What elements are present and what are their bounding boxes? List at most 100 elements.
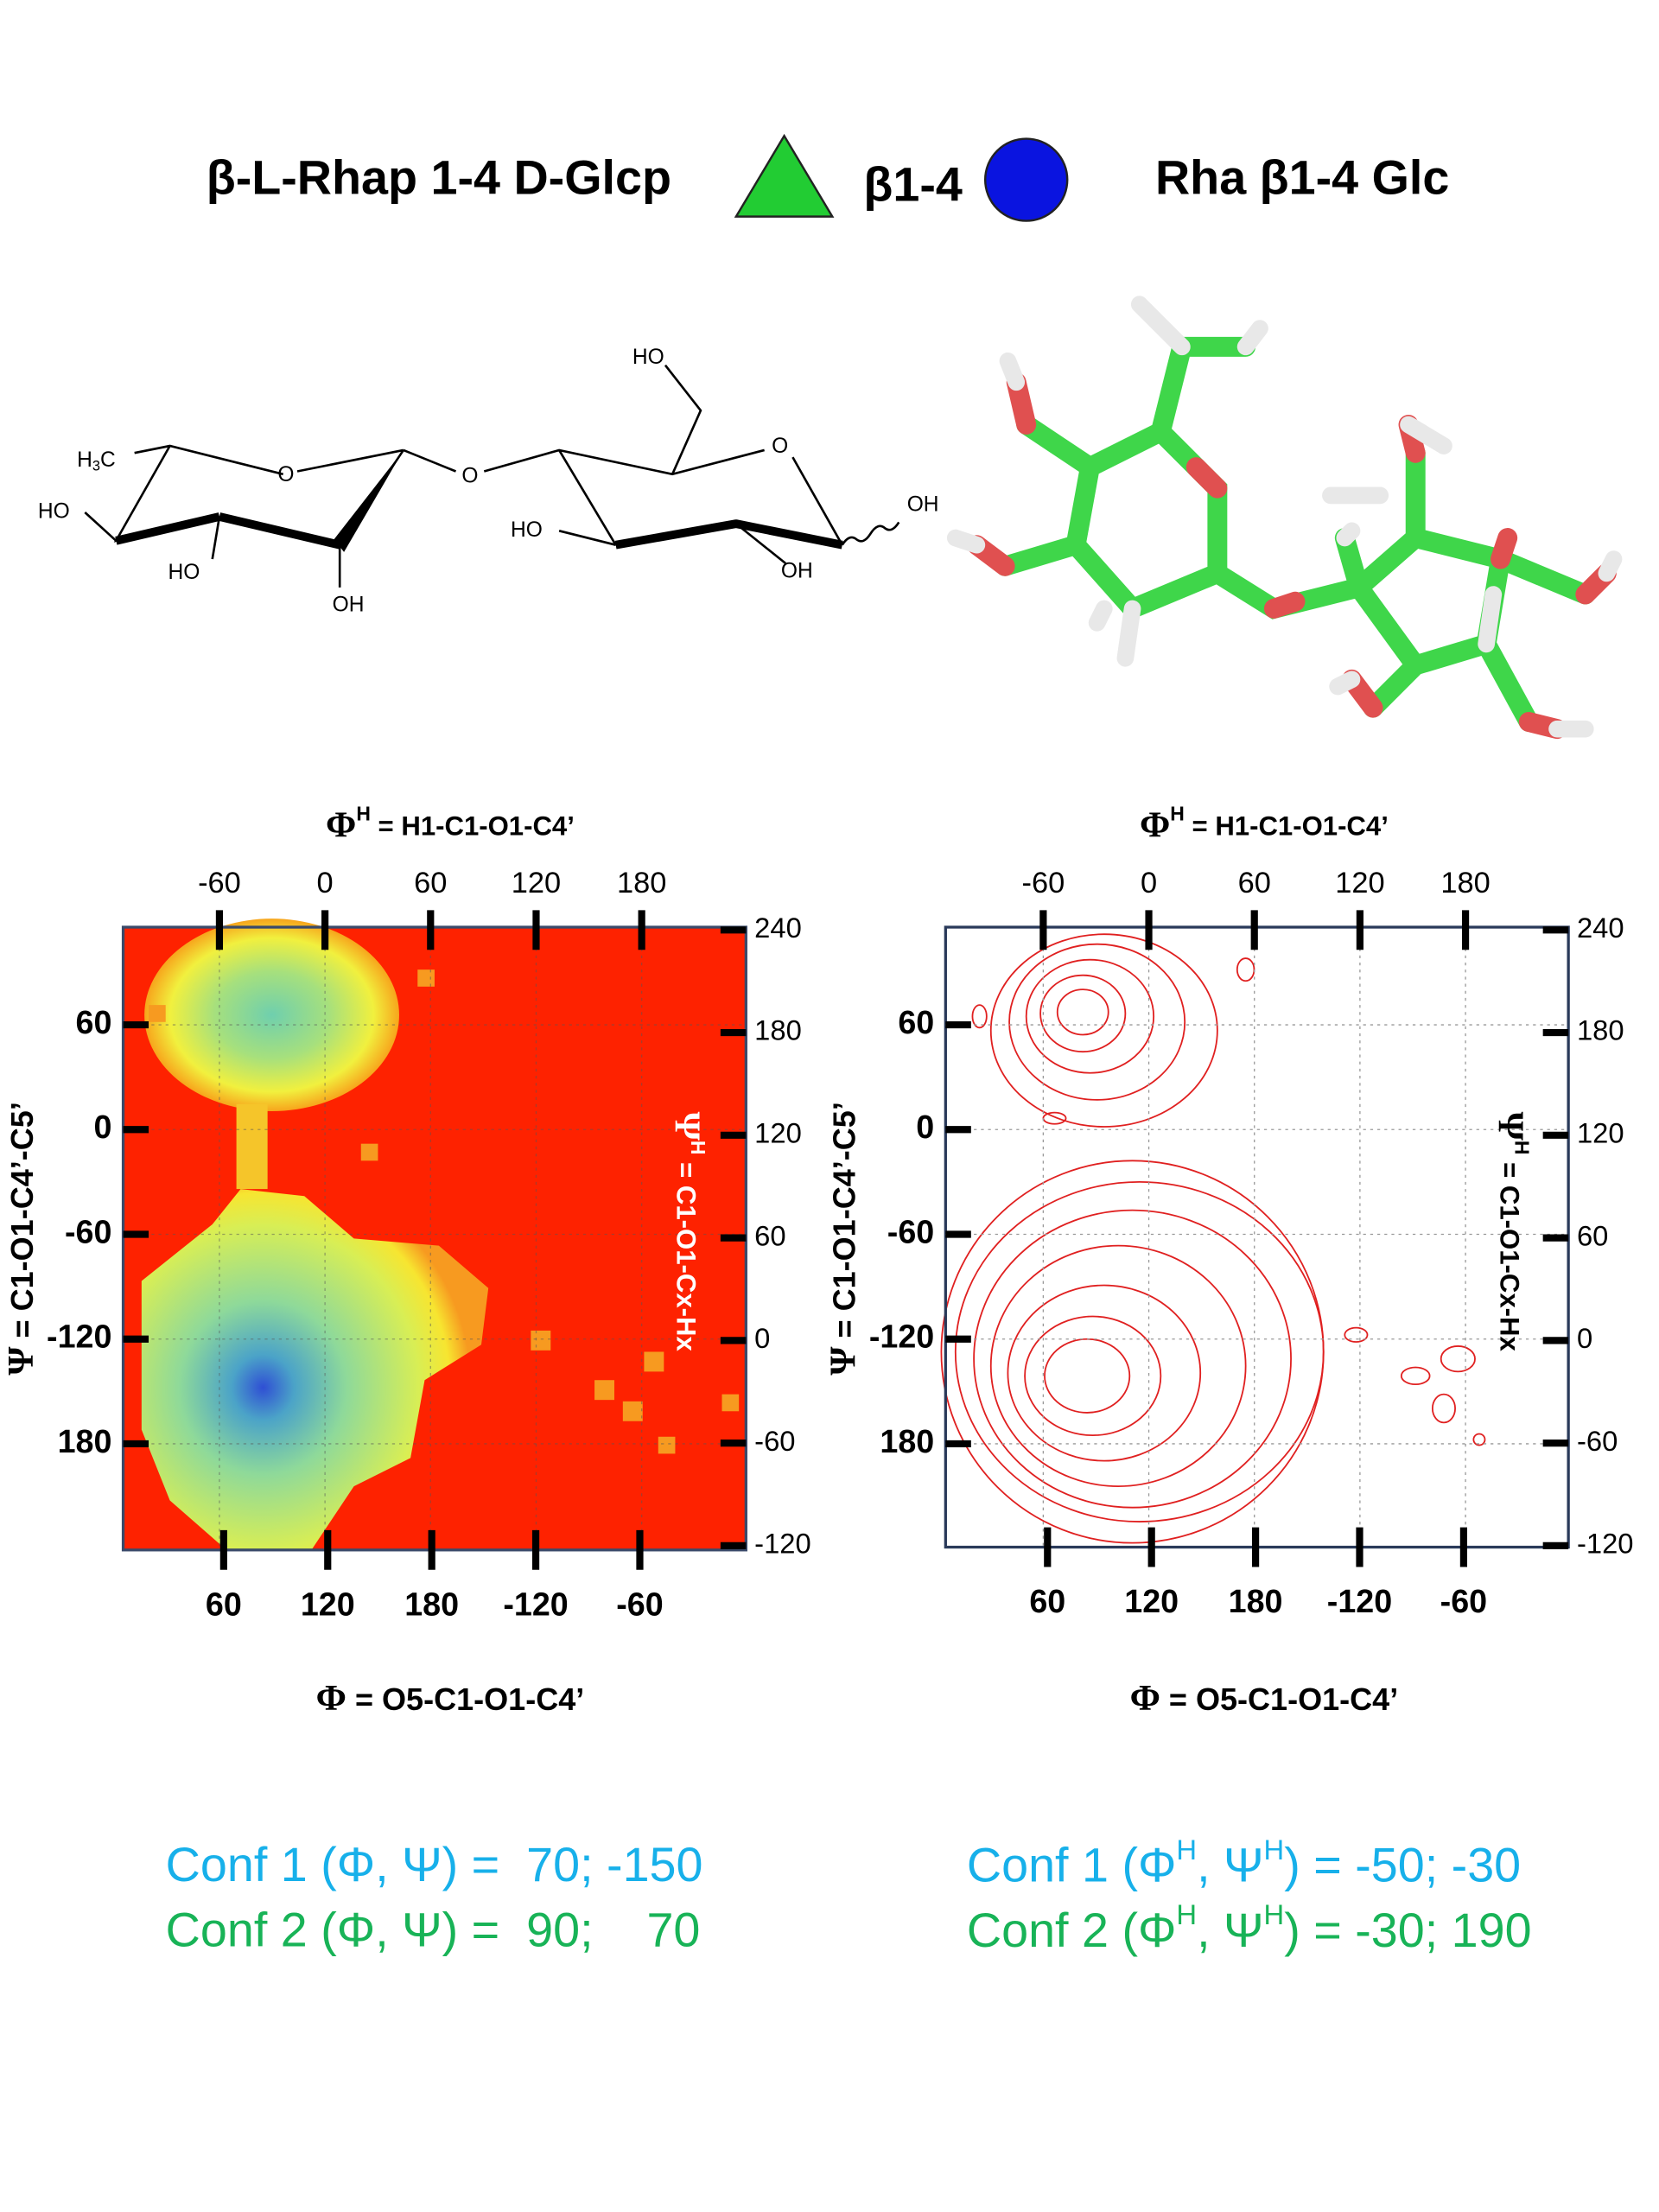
top-tick-label: 180 xyxy=(1440,867,1490,899)
contours xyxy=(940,933,1486,1544)
contour-area xyxy=(945,927,1569,1548)
atom-label: OH xyxy=(781,559,813,582)
methyl-label: H3C xyxy=(77,449,116,474)
atom-label: OH xyxy=(333,594,365,617)
right-tick-label: 60 xyxy=(1577,1219,1608,1251)
axis-text: = C1-O1-Cx-Hx xyxy=(671,1154,701,1351)
right-tick-label: 60 xyxy=(754,1219,785,1251)
axis-symbol: Φ xyxy=(1130,1678,1160,1719)
bottom-tick-label: 180 xyxy=(1229,1583,1283,1619)
bottom-tick-label: -60 xyxy=(616,1586,663,1622)
axis-text: = C1-O1-Cx-Hx xyxy=(1494,1154,1524,1351)
top-axis-title: ΦH = H1-C1-O1-C4’ xyxy=(326,803,575,845)
header-right: Rha β1-4 Glc xyxy=(1155,150,1449,204)
right-tick-label: 120 xyxy=(1577,1116,1624,1148)
axis-text: = H1-C1-O1-C4’ xyxy=(371,811,575,842)
header-left: β-L-Rhap 1-4 D-Glcp xyxy=(207,150,671,204)
conformation: Conf 2 (Φ, Ψ) = 90; 70 xyxy=(166,1903,701,1956)
right-tick-label: 120 xyxy=(754,1116,802,1148)
right-tick-label: 180 xyxy=(1577,1014,1624,1046)
right-axis-title: ΨH = C1-O1-Cx-Hx xyxy=(1491,1112,1533,1352)
bottom-tick-label: 180 xyxy=(404,1586,459,1622)
top-tick-label: 60 xyxy=(1238,867,1271,899)
conformation: Conf 2 (ΦH, ΨH) = -30; 190 xyxy=(967,1898,1532,1957)
axis-text: = C1-O1-C4’-C5’ xyxy=(826,1102,861,1346)
axis-symbol: Ψ xyxy=(1491,1112,1531,1141)
axis-text: = C1-O1-C4’-C5’ xyxy=(3,1102,39,1346)
right-tick-label: 0 xyxy=(754,1322,770,1354)
axis-symbol: Φ xyxy=(1140,804,1170,845)
bottom-tick-label: -60 xyxy=(1440,1583,1487,1619)
axis-symbol: Ψ xyxy=(666,1112,707,1141)
left-tick-label: -120 xyxy=(869,1319,934,1355)
axis-text: = O5-C1-O1-C4’ xyxy=(1160,1681,1398,1717)
atom-label: HO xyxy=(511,518,543,542)
top-tick-label: -60 xyxy=(1022,867,1065,899)
rhamnose-symbol xyxy=(734,133,835,218)
left-tick-label: -60 xyxy=(65,1213,111,1249)
atom-label: HO xyxy=(632,346,664,369)
conformation: Conf 1 (ΦH, ΨH) = -50; -30 xyxy=(967,1833,1521,1891)
superscript: H xyxy=(1264,1833,1285,1865)
axis-text: = H1-C1-O1-C4’ xyxy=(1185,811,1389,842)
right-axis-title: ΨH = C1-O1-Cx-Hx xyxy=(666,1112,709,1352)
left-tick-label: -120 xyxy=(47,1319,111,1355)
axis-symbol: Φ xyxy=(316,1678,346,1719)
left-tick-label: 60 xyxy=(898,1004,934,1040)
axis-sup: H xyxy=(356,803,371,825)
left-tick-label: 60 xyxy=(76,1004,112,1040)
atom-label: HO xyxy=(38,500,70,524)
top-tick-label: 0 xyxy=(1141,867,1157,899)
atom-label: O xyxy=(277,463,294,486)
atom-label: HO xyxy=(168,561,200,584)
molecule-3d xyxy=(946,296,1623,740)
chemical-structure: H3C O HO HO OH O HO O HO OH OH xyxy=(38,346,939,617)
right-tick-label: -120 xyxy=(754,1528,811,1560)
text-part: Conf 2 (Φ xyxy=(967,1903,1177,1956)
bottom-tick-label: 120 xyxy=(301,1586,355,1622)
top-tick-label: 120 xyxy=(1335,867,1384,899)
bottom-tick-label: 120 xyxy=(1124,1583,1179,1619)
bottom-tick-label: -120 xyxy=(503,1586,568,1622)
text-part: , Ψ xyxy=(1197,1838,1263,1891)
top-tick-label: 0 xyxy=(317,867,334,899)
right-tick-label: 180 xyxy=(754,1014,802,1046)
top-axis-title: ΦH = H1-C1-O1-C4’ xyxy=(1140,803,1389,845)
bottom-axis-title: Φ = O5-C1-O1-C4’ xyxy=(316,1678,585,1719)
superscript: H xyxy=(1264,1898,1285,1930)
atom-label: OH xyxy=(907,493,939,516)
text-part: ) = -30; 190 xyxy=(1284,1903,1531,1956)
top-tick-label: 60 xyxy=(414,867,447,899)
heatmap xyxy=(123,918,747,1550)
conformation: Conf 1 (Φ, Ψ) = 70; -150 xyxy=(166,1838,703,1891)
linkage: β1-4 xyxy=(863,158,963,212)
axis-symbol: Ψ xyxy=(823,1346,863,1376)
left-axis-title: Ψ = C1-O1-C4’-C5’ xyxy=(823,1102,863,1376)
left-tick-label: 180 xyxy=(880,1423,934,1459)
axis-sup: H xyxy=(687,1141,709,1155)
glucose-symbol xyxy=(983,137,1069,222)
axis-text: = O5-C1-O1-C4’ xyxy=(346,1681,584,1717)
bottom-tick-label: 60 xyxy=(206,1586,242,1622)
left-tick-label: 180 xyxy=(58,1423,112,1459)
bottom-tick-label: -120 xyxy=(1327,1583,1392,1619)
left-axis-title: Ψ = C1-O1-C4’-C5’ xyxy=(1,1102,41,1376)
axis-symbol: Φ xyxy=(326,804,356,845)
axis-sup: H xyxy=(1510,1141,1533,1155)
right-tick-label: -120 xyxy=(1577,1528,1634,1560)
right-tick-label: -60 xyxy=(754,1425,795,1457)
top-tick-label: 120 xyxy=(512,867,561,899)
right-tick-label: -60 xyxy=(1577,1425,1618,1457)
atom-label: O xyxy=(772,435,788,458)
right-tick-label: 0 xyxy=(1577,1322,1592,1354)
atom-label: O xyxy=(461,465,478,488)
bottom-axis-title: Φ = O5-C1-O1-C4’ xyxy=(1130,1678,1399,1719)
axis-symbol: Ψ xyxy=(1,1346,41,1376)
axis-sup: H xyxy=(1170,803,1185,825)
left-tick-label: -60 xyxy=(887,1213,934,1249)
top-tick-label: 180 xyxy=(617,867,666,899)
right-tick-label: 240 xyxy=(754,912,802,944)
left-tick-label: 0 xyxy=(93,1109,111,1145)
text-part: ) = -50; -30 xyxy=(1284,1838,1521,1891)
